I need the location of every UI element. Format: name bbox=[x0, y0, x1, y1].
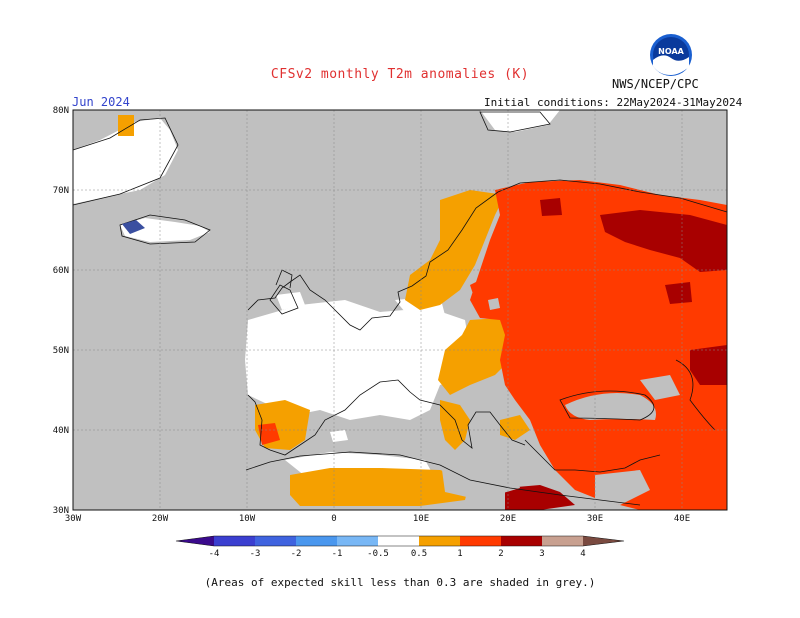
colorbar: -4 -3 -2 -1 -0.5 0.5 1 2 3 4 bbox=[175, 535, 625, 559]
low-skill-overlays bbox=[440, 298, 680, 505]
colorbar-segment bbox=[378, 536, 419, 546]
x-tick-label: 30W bbox=[65, 514, 82, 524]
y-axis-labels: 80N 70N 60N 50N 40N 30N bbox=[53, 106, 69, 516]
colorbar-segment bbox=[542, 536, 583, 546]
x-tick-label: 0 bbox=[331, 514, 336, 524]
noaa-logo: NOAA bbox=[650, 34, 692, 76]
x-axis-labels: 30W 20W 10W 0 10E 20E 30E 40E bbox=[65, 514, 690, 524]
x-tick-label: 10E bbox=[413, 514, 429, 524]
x-tick-label: 20W bbox=[152, 514, 169, 524]
y-tick-label: 80N bbox=[53, 106, 69, 116]
x-tick-label: 20E bbox=[500, 514, 516, 524]
map-title: CFSv2 monthly T2m anomalies (K) bbox=[270, 67, 530, 82]
org-label: NWS/NCEP/CPC bbox=[612, 77, 699, 91]
y-tick-label: 30N bbox=[53, 506, 69, 516]
anomaly-red-regions bbox=[258, 180, 727, 510]
colorbar-label: -3 bbox=[250, 549, 261, 559]
y-tick-label: 50N bbox=[53, 346, 69, 356]
colorbar-label: -0.5 bbox=[367, 549, 389, 559]
colorbar-label: -2 bbox=[291, 549, 302, 559]
colorbar-segment bbox=[255, 536, 296, 546]
colorbar-label: 3 bbox=[539, 549, 544, 559]
map-frame bbox=[72, 109, 728, 511]
colorbar-segment bbox=[583, 536, 624, 546]
forecast-month: Jun 2024 bbox=[72, 95, 130, 109]
y-tick-label: 60N bbox=[53, 266, 69, 276]
colorbar-segment bbox=[419, 536, 460, 546]
graticule bbox=[73, 110, 727, 510]
anomaly-darkred-regions bbox=[505, 198, 727, 510]
colorbar-segment bbox=[214, 536, 255, 546]
colorbar-label: -1 bbox=[332, 549, 343, 559]
colorbar-segment bbox=[460, 536, 501, 546]
colorbar-segment bbox=[501, 536, 542, 546]
y-tick-label: 70N bbox=[53, 186, 69, 196]
colorbar-label: 0.5 bbox=[411, 549, 427, 559]
logo-text: NOAA bbox=[658, 47, 684, 56]
colorbar-label: 2 bbox=[498, 549, 503, 559]
colorbar-segment bbox=[337, 536, 378, 546]
footnote: (Areas of expected skill less than 0.3 a… bbox=[204, 576, 596, 589]
initial-conditions: Initial conditions: 22May2024-31May2024 bbox=[484, 96, 743, 109]
map-panel bbox=[72, 109, 728, 511]
colorbar-label: 1 bbox=[457, 549, 462, 559]
x-tick-label: 10W bbox=[239, 514, 256, 524]
coastlines bbox=[72, 111, 728, 506]
x-tick-label: 40E bbox=[674, 514, 690, 524]
colorbar-label: 4 bbox=[580, 549, 585, 559]
iceland-cold-patch bbox=[122, 220, 145, 234]
colorbar-segment bbox=[296, 536, 337, 546]
colorbar-segment bbox=[176, 536, 214, 546]
colorbar-label: -4 bbox=[209, 549, 220, 559]
x-tick-label: 30E bbox=[587, 514, 603, 524]
y-tick-label: 40N bbox=[53, 426, 69, 436]
